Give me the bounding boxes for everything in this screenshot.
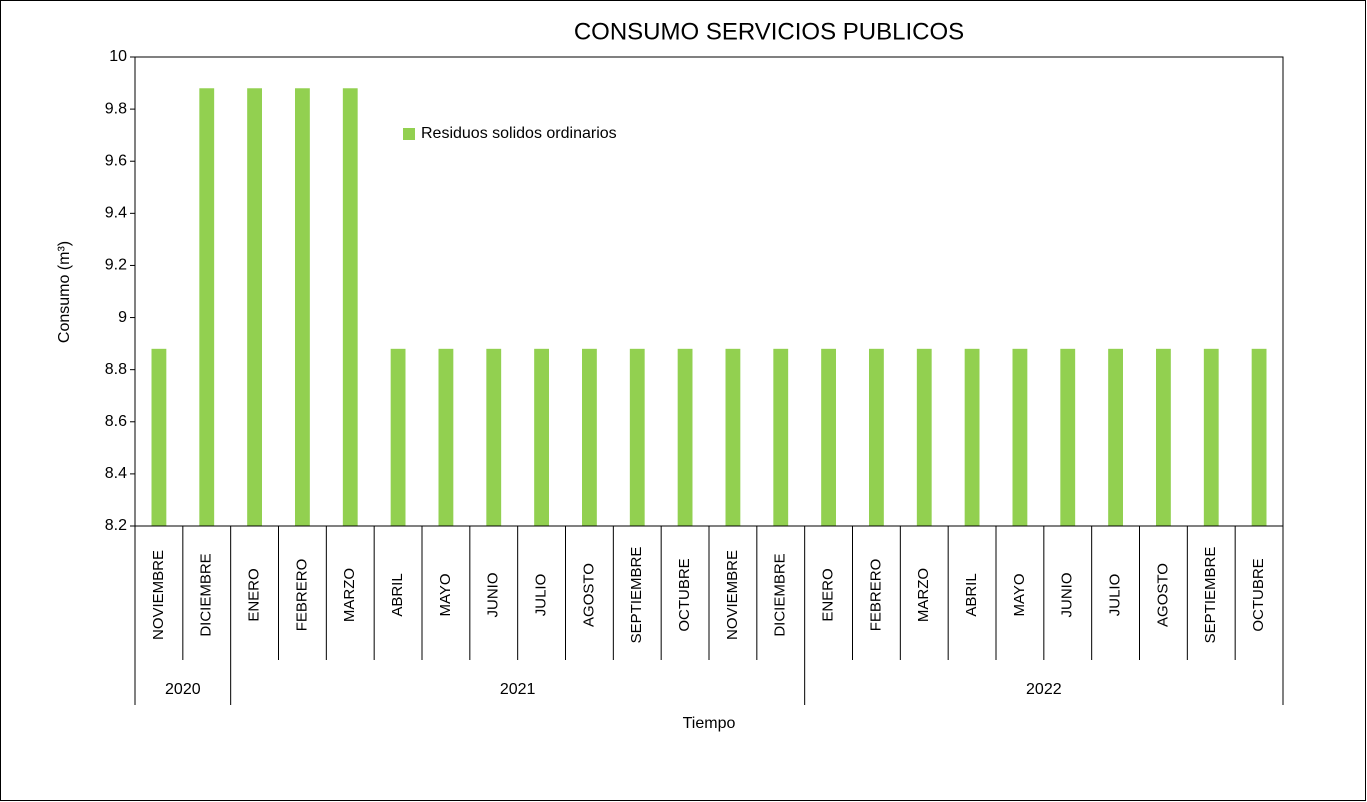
- x-tick-label: ABRIL: [963, 573, 980, 616]
- bar: [582, 348, 597, 526]
- x-tick-label: JUNIO: [485, 573, 502, 618]
- bar: [199, 88, 215, 527]
- chart-title: CONSUMO SERVICIOS PUBLICOS: [574, 18, 964, 45]
- bar: [773, 348, 789, 526]
- x-tick-label: SEPTIEMBRE: [628, 547, 645, 644]
- group-label: 2022: [1026, 681, 1062, 698]
- x-tick-label: SEPTIEMBRE: [1202, 547, 1219, 644]
- bar: [295, 88, 310, 527]
- x-tick-label: ABRIL: [389, 573, 406, 616]
- bar: [534, 348, 549, 526]
- bar: [342, 88, 358, 527]
- y-tick-label: 8.8: [105, 361, 127, 378]
- y-tick-label: 8.2: [105, 517, 127, 534]
- y-tick-label: 9.4: [105, 205, 127, 222]
- y-tick-label: 9.2: [105, 257, 127, 274]
- y-tick-label: 9.8: [105, 100, 127, 117]
- x-tick-label: NOVIEMBRE: [724, 550, 741, 640]
- x-tick-label: MARZO: [341, 568, 358, 622]
- x-axis-title: Tiempo: [683, 715, 736, 732]
- x-tick-label: JULIO: [1107, 574, 1124, 617]
- x-tick-label: FEBRERO: [867, 559, 884, 632]
- bar: [247, 88, 262, 527]
- x-tick-label: AGOSTO: [580, 563, 597, 627]
- legend-label: Residuos solidos ordinarios: [421, 125, 617, 142]
- x-tick-label: ENERO: [246, 568, 263, 621]
- y-tick-label: 9: [118, 309, 127, 326]
- legend-swatch: [403, 128, 415, 140]
- x-tick-label: JUNIO: [1059, 573, 1076, 618]
- y-tick-label: 9.6: [105, 152, 127, 169]
- bar: [1060, 348, 1076, 526]
- x-tick-label: NOVIEMBRE: [150, 550, 167, 640]
- x-tick-label: MAYO: [1011, 573, 1028, 616]
- bar: [964, 348, 980, 526]
- group-label: 2021: [500, 681, 536, 698]
- x-tick-label: MAYO: [437, 573, 454, 616]
- bar: [916, 348, 932, 526]
- x-tick-label: OCTUBRE: [676, 558, 693, 631]
- bar: [1156, 348, 1171, 526]
- bar: [1203, 348, 1219, 526]
- x-tick-label: JULIO: [533, 574, 550, 617]
- y-tick-label: 10: [109, 48, 127, 65]
- x-tick-label: FEBRERO: [293, 559, 310, 632]
- bar: [1108, 348, 1123, 526]
- bar: [486, 348, 502, 526]
- bar: [1012, 348, 1028, 526]
- x-tick-label: AGOSTO: [1154, 563, 1171, 627]
- bar: [151, 348, 167, 526]
- y-axis-title: Consumo (m³): [56, 241, 73, 343]
- bar: [725, 348, 741, 526]
- x-tick-label: DICIEMBRE: [772, 553, 789, 636]
- x-tick-label: OCTUBRE: [1250, 558, 1267, 631]
- bar: [438, 348, 454, 526]
- bar: [629, 348, 645, 526]
- bar: [821, 348, 836, 526]
- y-tick-label: 8.6: [105, 413, 127, 430]
- bar: [677, 348, 693, 526]
- x-tick-label: DICIEMBRE: [198, 553, 215, 636]
- x-tick-label: ENERO: [820, 568, 837, 621]
- y-tick-label: 8.4: [105, 465, 127, 482]
- x-tick-label: MARZO: [915, 568, 932, 622]
- bar: [1251, 348, 1267, 526]
- bar: [390, 348, 406, 526]
- bar: [869, 348, 884, 526]
- plot-border: [134, 56, 1284, 527]
- group-label: 2020: [165, 681, 201, 698]
